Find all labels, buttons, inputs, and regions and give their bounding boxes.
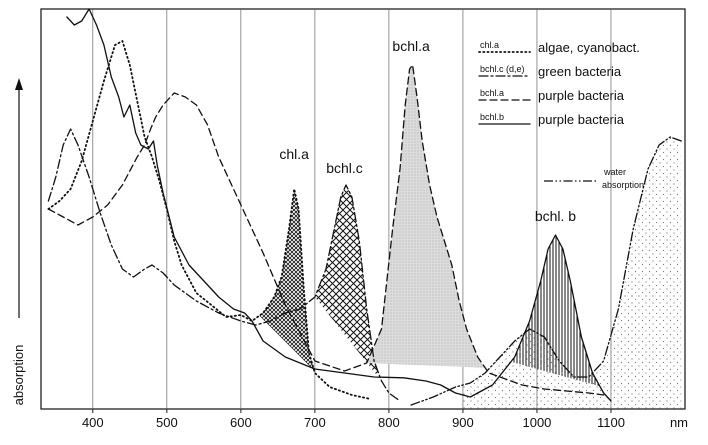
x-tick-label-900: 900 xyxy=(452,415,474,430)
series-line-1 xyxy=(47,40,372,400)
y-axis-label: absorption xyxy=(11,345,26,406)
x-tick-label-700: 700 xyxy=(304,415,326,430)
legend-code-1: chl.a xyxy=(480,40,499,50)
peak-label-4: bchl. b xyxy=(535,208,576,224)
peak-label-1: chl.a xyxy=(279,146,309,162)
x-tick-label-1100: 1100 xyxy=(597,415,625,430)
series-line-4 xyxy=(66,8,612,402)
legend-label-1: algae, cyanobact. xyxy=(538,40,640,55)
series-line-2 xyxy=(47,128,401,402)
legend-code-2: bchl.c (d,e) xyxy=(480,64,525,74)
band-fill-3 xyxy=(366,65,486,368)
water-legend: water absorption xyxy=(544,167,644,190)
band-fill-5 xyxy=(462,137,682,409)
legend-code-4: bchl.b xyxy=(480,112,504,122)
x-unit-label: nm xyxy=(670,415,688,430)
legend-code-3: bchl.a xyxy=(480,88,504,98)
band-fills xyxy=(259,65,682,409)
x-tick-labels: 400 500 600 700 800 900 1000 1100 xyxy=(82,409,625,430)
x-tick-label-600: 600 xyxy=(230,415,252,430)
x-tick-label-1000: 1000 xyxy=(522,415,551,430)
water-legend-line1: water xyxy=(603,167,626,177)
band-fill-1 xyxy=(259,192,315,371)
series-line-5 xyxy=(410,136,682,406)
x-tick-label-500: 500 xyxy=(156,415,178,430)
peak-labels: chl.a bchl.c bchl.a bchl. b xyxy=(279,38,576,224)
y-axis-arrowhead xyxy=(15,78,23,90)
legend-label-2: green bacteria xyxy=(538,64,622,79)
water-legend-line2: absorption xyxy=(602,180,644,190)
y-axis-label-group: absorption xyxy=(11,78,26,405)
legend: chl.a algae, cyanobact. bchl.c (d,e) green … xyxy=(478,40,640,127)
band-fill-2 xyxy=(314,185,382,381)
peak-label-3: bchl.a xyxy=(392,38,430,54)
series-line-3 xyxy=(47,64,605,396)
peak-label-2: bchl.c xyxy=(326,160,363,176)
x-tick-label-400: 400 xyxy=(82,415,104,430)
legend-label-4: purple bacteria xyxy=(538,112,625,127)
legend-label-3: purple bacteria xyxy=(538,88,625,103)
x-tick-label-800: 800 xyxy=(378,415,400,430)
series-group xyxy=(47,8,682,406)
